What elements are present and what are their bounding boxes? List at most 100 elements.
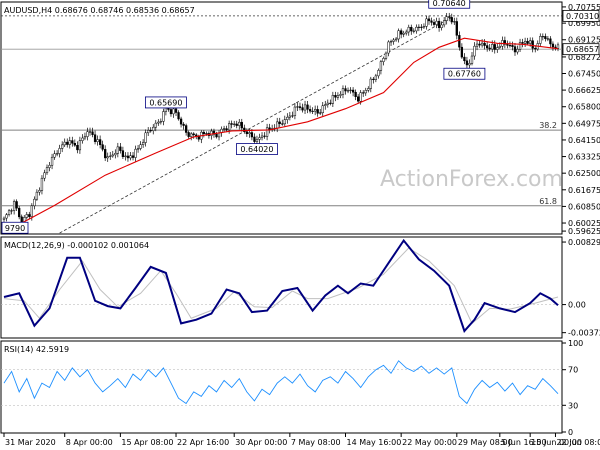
candle-body: [544, 36, 547, 39]
candle-body: [448, 16, 451, 18]
candle-body: [506, 44, 509, 46]
candle-body: [33, 198, 36, 207]
watermark: ActionForex.com: [380, 167, 563, 192]
candle-body: [238, 121, 241, 126]
candle-body: [392, 39, 395, 42]
x-tick-label: 15 Jun 00:00: [531, 438, 582, 447]
candle-body: [119, 146, 122, 151]
candle-body: [222, 128, 226, 130]
candle-body: [240, 121, 243, 129]
candle-body: [86, 131, 89, 137]
candle-body: [493, 44, 496, 50]
candle-body: [496, 47, 499, 50]
candle-body: [443, 20, 446, 26]
candle-body: [71, 140, 74, 144]
candle-body: [159, 121, 162, 123]
candle-body: [265, 127, 269, 137]
candle-body: [387, 41, 390, 54]
candle-body: [422, 26, 426, 28]
price-tick-label: 0.69125: [568, 36, 600, 45]
candle-body: [182, 123, 185, 126]
candle-body: [174, 108, 178, 113]
candle-body: [445, 16, 448, 21]
candle-body: [190, 133, 193, 137]
candle-body: [10, 210, 13, 212]
candle-body: [435, 20, 438, 25]
candle-body: [288, 115, 292, 118]
rsi-line: [3, 360, 559, 405]
candle-body: [440, 24, 443, 28]
candle-body: [427, 18, 431, 22]
candle-body: [278, 121, 281, 124]
candle-body: [286, 116, 289, 120]
candle-body: [346, 90, 350, 92]
candle-body: [276, 121, 279, 129]
candle-body: [473, 45, 476, 57]
fib-level-label: 38.2: [539, 121, 557, 130]
macd-panel-frame: [0, 236, 563, 339]
candle-body: [460, 46, 464, 58]
rsi-header: RSI(14) 42.5919: [4, 345, 69, 354]
candle-body: [61, 144, 64, 149]
price-y-axis: 0.70755 0.69950 0.69125 0.68272 0.67450 0.666…: [562, 3, 600, 236]
candle-body: [357, 96, 360, 102]
price-panel: AUDUSD,H4 0.68676 0.68746 0.68536 0.6865…: [0, 0, 600, 236]
candle-body: [407, 26, 410, 33]
candle-body: [397, 30, 400, 40]
candle-body: [263, 135, 266, 137]
current-price-badge: [562, 43, 600, 56]
candle-body: [480, 42, 484, 46]
candle-body: [245, 131, 248, 135]
annotation-label: 9790: [5, 224, 25, 233]
x-tick-label: 15 Apr 08:00: [121, 438, 173, 447]
annotation-label: 0.65690: [149, 98, 182, 107]
candle-body: [101, 144, 104, 150]
candle-body: [53, 153, 56, 158]
x-tick-label: 14 May 16:00: [347, 438, 402, 447]
candle-body: [437, 20, 441, 28]
candle-body: [354, 91, 357, 97]
candle-body: [93, 134, 97, 142]
candle-body: [225, 128, 228, 131]
candle-body: [351, 89, 355, 93]
candle-body: [326, 102, 329, 105]
rsi-panel: RSI(14) 42.5919 100 70 30 0: [0, 339, 583, 437]
candle-body: [5, 214, 8, 219]
candle-body: [30, 205, 33, 217]
candle-body: [417, 26, 421, 28]
candle-body: [258, 137, 261, 140]
time-x-axis: 31 Mar 2020 8 Apr 00:00 15 Apr 08:00 22 Apr…: [3, 433, 600, 447]
x-tick-label: 30 Apr 00:00: [235, 438, 287, 447]
candle-body: [546, 38, 550, 40]
candle-body: [498, 45, 501, 48]
price-tick-label: 0.68272: [568, 53, 600, 62]
candle-body: [212, 130, 216, 135]
candle-body: [147, 130, 150, 134]
candle-body: [172, 108, 175, 115]
candle-body: [503, 40, 507, 45]
x-tick-label: 8 Apr 00:00: [66, 438, 113, 447]
candle-body: [248, 132, 251, 135]
candle-body: [48, 164, 51, 168]
rsi-tick-label: 70: [568, 366, 578, 375]
candle-body: [15, 201, 18, 209]
candle-body: [255, 139, 259, 142]
x-tick-label: 22 Apr 16:00: [177, 438, 229, 447]
candle-body: [364, 90, 367, 94]
candle-body: [131, 155, 135, 158]
candle-body: [432, 22, 436, 25]
candle-body: [296, 106, 299, 108]
annotation-box: [428, 0, 471, 9]
candle-body: [121, 150, 125, 157]
fib-levels: 38.2 61.8: [1, 15, 562, 207]
candle-body: [463, 56, 466, 62]
candle-body: [96, 139, 99, 142]
annotation-label: 0.64020: [240, 145, 273, 154]
candle-body: [362, 92, 365, 94]
x-tick-label: 22 Jun 08:00: [556, 438, 600, 447]
candle-body: [324, 104, 327, 106]
candle-body: [425, 18, 428, 27]
candle-body: [18, 207, 21, 218]
candle-body: [227, 123, 231, 131]
